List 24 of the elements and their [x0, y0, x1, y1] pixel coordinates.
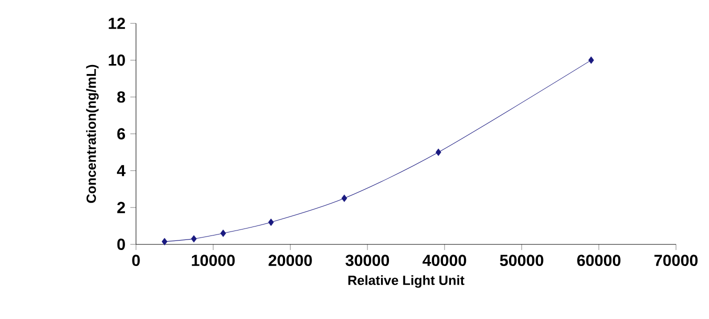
- point: [268, 218, 274, 226]
- x-axis-title: Relative Light Unit: [348, 275, 464, 288]
- y-axis-title: Concentration(ng/mL): [86, 64, 99, 203]
- x-tick-label: 30000: [346, 254, 390, 266]
- y-tick-label: 0: [117, 238, 125, 250]
- y-tick-label: 4: [116, 165, 126, 176]
- x-tick-label: 40000: [422, 254, 466, 266]
- point: [436, 148, 442, 156]
- point: [588, 56, 594, 64]
- x-tick-label: 0: [132, 254, 140, 266]
- point: [191, 235, 197, 242]
- point: [220, 230, 226, 237]
- y-tick-label: 12: [108, 18, 125, 29]
- x-tick-label: 60000: [577, 254, 620, 266]
- y-tick-label: 2: [117, 202, 125, 214]
- x-tick-label: 10000: [192, 254, 235, 266]
- y-tick-label: 10: [108, 54, 125, 66]
- x-tick-label: 70000: [654, 254, 698, 266]
- point: [162, 238, 168, 246]
- x-tick-label: 50000: [500, 254, 544, 266]
- x-tick-label: 20000: [268, 254, 312, 266]
- y-tick-label: 8: [117, 91, 126, 103]
- point: [342, 194, 348, 202]
- y-tick-label: 6: [117, 128, 126, 140]
